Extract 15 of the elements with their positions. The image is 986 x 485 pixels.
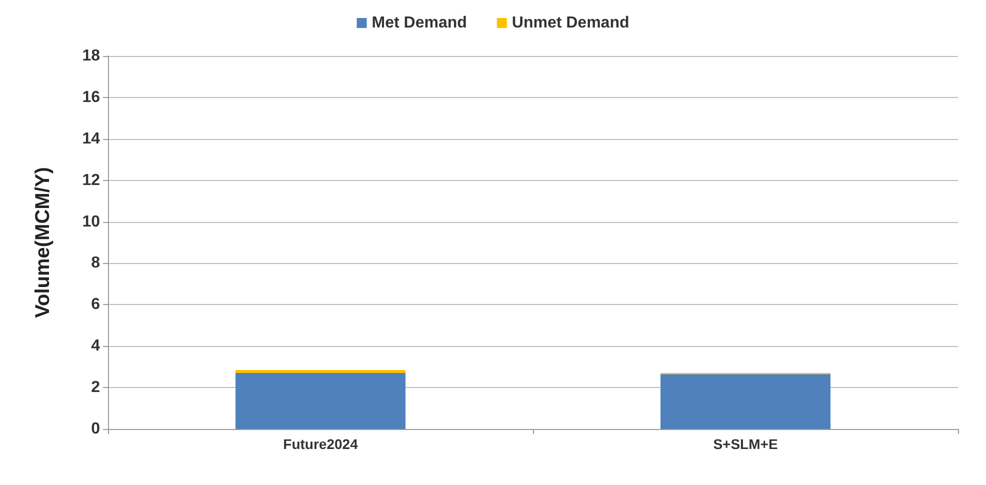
- y-tick-label: 16: [82, 88, 100, 106]
- y-tick-label: 4: [91, 338, 100, 355]
- y-tick-label: 2: [91, 379, 100, 396]
- y-tick-label: 18: [82, 48, 100, 64]
- legend-label: Unmet Demand: [512, 14, 630, 32]
- legend-label: Met Demand: [372, 14, 467, 32]
- y-tick-label: 0: [91, 420, 100, 438]
- y-tick-label: 14: [82, 130, 100, 148]
- y-tick-label: 6: [91, 296, 100, 314]
- y-tick-label: 10: [82, 213, 100, 230]
- y-axis-title: Volume(MCM/Y): [32, 167, 54, 318]
- y-tick-label: 8: [91, 254, 100, 272]
- y-tick-label: 12: [82, 172, 100, 189]
- x-tick-label: Future2024: [283, 436, 358, 452]
- x-tick-label: S+SLM+E: [713, 436, 778, 452]
